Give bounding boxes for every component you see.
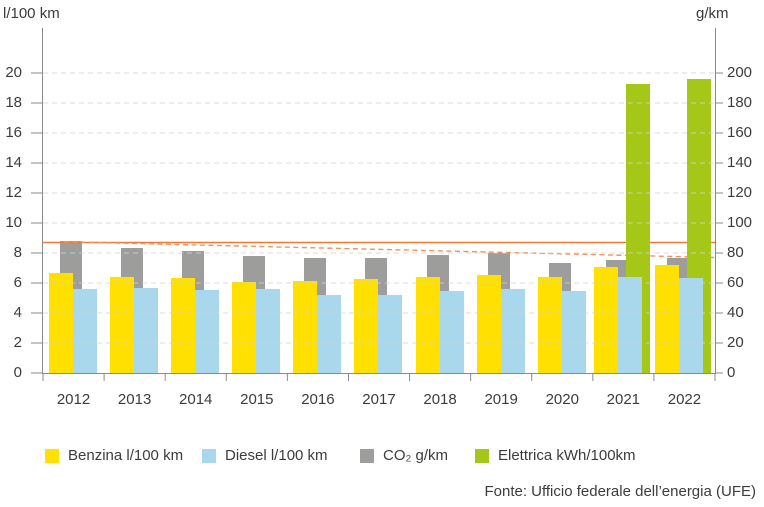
right-tick-label-100: 100 <box>727 214 753 231</box>
left-axis-unit-label: l/100 km <box>3 5 60 22</box>
bar-benzina-2019 <box>476 274 501 373</box>
right-tick-label-60: 60 <box>727 274 744 291</box>
legend-label-co2: CO₂ g/km <box>383 447 448 464</box>
left-tick-label-2: 2 <box>13 334 22 351</box>
right-tick-label-80: 80 <box>727 244 744 261</box>
trend-line-dashed <box>63 241 715 259</box>
bar-diesel-2018 <box>439 291 464 373</box>
bar-benzina-2015 <box>232 281 257 373</box>
right-tick-label-200: 200 <box>727 64 753 81</box>
bar-diesel-2020 <box>561 290 586 373</box>
year-label-2021: 2021 <box>606 391 641 408</box>
right-tick-label-160: 160 <box>727 124 753 141</box>
year-label-2018: 2018 <box>423 391 457 408</box>
left-tick-label-8: 8 <box>13 244 22 261</box>
left-tick-label-0: 0 <box>13 364 22 381</box>
right-tick-label-20: 20 <box>727 334 744 351</box>
bar-benzina-2018 <box>415 277 440 373</box>
right-tick-label-40: 40 <box>727 304 744 321</box>
year-label-2013: 2013 <box>117 391 152 408</box>
bar-benzina-2017 <box>354 279 379 373</box>
bar-diesel-2022 <box>679 277 704 373</box>
year-label-2015: 2015 <box>240 391 274 408</box>
bar-benzina-2016 <box>293 280 318 373</box>
bar-diesel-2019 <box>500 289 525 373</box>
left-tick-label-20: 20 <box>5 64 22 81</box>
bar-benzina-2021 <box>594 266 619 373</box>
bar-diesel-2012 <box>73 289 97 373</box>
bar-diesel-2017 <box>378 295 403 373</box>
left-tick-label-10: 10 <box>5 214 22 231</box>
legend-swatch-diesel <box>202 448 216 463</box>
bar-benzina-2012 <box>49 272 73 373</box>
source-caption: Fonte: Ufficio federale dell’energia (UF… <box>484 483 756 500</box>
right-axis-unit-label: g/km <box>696 5 729 22</box>
left-tick-label-4: 4 <box>13 304 22 321</box>
left-tick-label-14: 14 <box>5 154 22 171</box>
year-label-2019: 2019 <box>484 391 518 408</box>
year-label-2014: 2014 <box>179 391 213 408</box>
left-tick-label-16: 16 <box>5 124 22 141</box>
legend-swatch-co2 <box>360 448 374 463</box>
legend-swatch-benzina <box>45 448 59 463</box>
bar-diesel-2016 <box>317 295 342 373</box>
left-tick-label-6: 6 <box>13 274 22 291</box>
right-tick-label-120: 120 <box>727 184 753 201</box>
bar-benzina-2020 <box>537 277 562 373</box>
right-tick-label-0: 0 <box>727 364 736 381</box>
right-tick-label-180: 180 <box>727 94 753 111</box>
bar-benzina-2022 <box>655 265 680 373</box>
left-tick-label-18: 18 <box>5 94 22 111</box>
left-tick-label-12: 12 <box>5 184 22 201</box>
right-tick-label-140: 140 <box>727 154 753 171</box>
bar-diesel-2021 <box>618 277 643 373</box>
legend-item-co2: CO₂ g/km <box>360 447 448 464</box>
legend-label-diesel: Diesel l/100 km <box>225 447 328 464</box>
bar-benzina-2014 <box>171 277 196 373</box>
bar-diesel-2013 <box>134 287 159 373</box>
bar-diesel-2014 <box>195 289 220 373</box>
bar-benzina-2013 <box>110 277 135 373</box>
year-label-2020: 2020 <box>545 391 579 408</box>
year-label-2017: 2017 <box>362 391 396 408</box>
legend-swatch-elettrica <box>475 448 489 463</box>
legend-item-elettrica: Elettrica kWh/100km <box>475 447 636 464</box>
legend-label-elettrica: Elettrica kWh/100km <box>498 447 636 464</box>
legend-item-diesel: Diesel l/100 km <box>202 447 328 464</box>
legend-label-benzina: Benzina l/100 km <box>68 447 184 464</box>
legend-item-benzina: Benzina l/100 km <box>45 447 183 464</box>
year-label-2022: 2022 <box>667 391 702 408</box>
year-label-2012: 2012 <box>56 391 91 408</box>
bar-diesel-2015 <box>256 289 281 373</box>
year-label-2016: 2016 <box>301 391 335 408</box>
